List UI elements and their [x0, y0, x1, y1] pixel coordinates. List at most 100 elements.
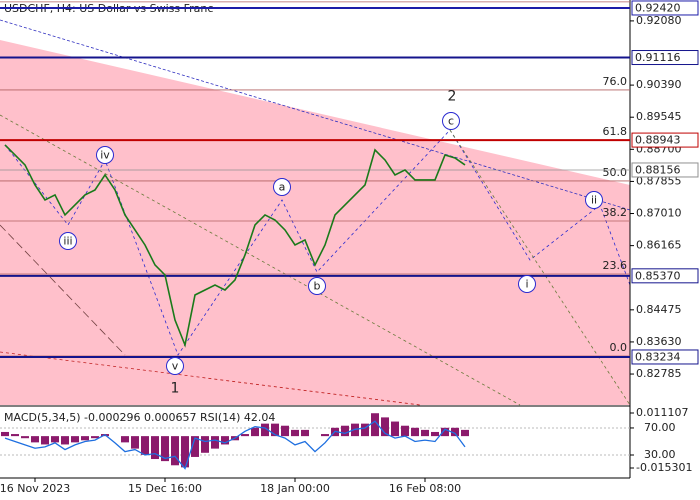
channel-area — [0, 40, 630, 405]
y-tick-label: 0.82785 — [636, 367, 682, 380]
y-tick-label: 0.90390 — [636, 78, 682, 91]
wave-circle — [59, 232, 77, 250]
fibo-label: 76.0 — [603, 75, 628, 88]
macd-bar — [421, 429, 429, 437]
fibo-label: 23.6 — [603, 259, 628, 272]
y-tick-label: 0.86165 — [636, 239, 682, 252]
wave-circle — [273, 178, 291, 196]
fibo-label: 38.2 — [603, 206, 628, 219]
macd-bar — [191, 436, 199, 457]
level-box — [631, 0, 699, 16]
macd-bar — [411, 427, 419, 437]
macd-bar — [31, 436, 39, 443]
level-label: 0.85370 — [635, 269, 681, 282]
level-box — [631, 349, 699, 365]
wave-label: 1 — [171, 381, 180, 397]
y-tick-label: 0.87855 — [636, 174, 682, 187]
macd-bar — [51, 436, 59, 443]
y-tick-label: 0.83630 — [636, 335, 682, 348]
fibo-label: 0.0 — [610, 341, 628, 354]
macd-bar — [11, 434, 19, 437]
macd-bar — [371, 413, 379, 437]
y-tick-label: 0.92080 — [636, 14, 682, 27]
wave-circle — [585, 191, 603, 209]
x-tick-label: 18 Jan 00:00 — [260, 482, 330, 495]
y2-tick-label: 70.00 — [644, 421, 676, 434]
macd-bar — [131, 436, 139, 449]
macd-bar — [461, 429, 469, 437]
macd-bar — [61, 436, 69, 445]
macd-bar — [201, 436, 209, 453]
macd-bar — [121, 436, 129, 443]
macd-bar — [211, 436, 219, 449]
macd-bar — [381, 417, 389, 437]
macd-bar — [361, 423, 369, 437]
macd-bar — [1, 431, 9, 437]
level-label: 0.88156 — [635, 163, 681, 176]
level-label: 0.92420 — [635, 1, 681, 14]
macd-bar — [271, 423, 279, 437]
macd-bar — [241, 434, 249, 437]
level-label: 0.91116 — [635, 51, 681, 64]
indicator-title: MACD(5,34,5) -0.000296 0.000657 RSI(14) … — [4, 411, 275, 424]
wave-label: c — [448, 115, 454, 128]
macd-bar — [431, 431, 439, 437]
x-tick-label: 15 Dec 16:00 — [128, 482, 202, 495]
macd-bar — [21, 436, 29, 439]
macd-bar — [451, 427, 459, 437]
level-box — [631, 268, 699, 284]
level-box — [631, 50, 699, 66]
wave-label: i — [525, 278, 528, 291]
y-tick-label: -0.015301 — [636, 461, 692, 474]
macd-bar — [291, 429, 299, 437]
y-tick-label: 0.011107 — [636, 406, 689, 419]
wave-label: ii — [591, 194, 597, 207]
level-label: 0.88943 — [635, 134, 681, 147]
macd-bar — [91, 436, 99, 439]
wave-label: 2 — [448, 89, 457, 105]
rsi-line — [4, 420, 466, 470]
wave-circle — [308, 277, 326, 295]
wave-circle — [518, 275, 536, 293]
x-tick-label: 16 Feb 08:00 — [389, 482, 461, 495]
level-box — [631, 132, 699, 148]
macd-bar — [41, 436, 49, 445]
macd-bar — [391, 421, 399, 437]
macd-bar — [441, 427, 449, 437]
wave-circle — [442, 112, 460, 130]
y-tick-label: 0.89545 — [636, 110, 682, 123]
level-label: 0.83234 — [635, 350, 681, 363]
macd-bar — [341, 425, 349, 437]
x-tick-label: 16 Nov 2023 — [0, 482, 70, 495]
macd-bar — [71, 436, 79, 443]
macd-bar — [151, 436, 159, 460]
macd-bar — [261, 423, 269, 437]
macd-bar — [161, 436, 169, 462]
fibo-label: 61.8 — [603, 125, 628, 138]
wave-circle — [166, 357, 184, 375]
macd-bar — [181, 436, 189, 468]
wave-circle — [96, 146, 114, 164]
wave-label: b — [314, 280, 321, 293]
y-tick-label: 0.84475 — [636, 303, 682, 316]
y-tick-label: 0.87010 — [636, 207, 682, 220]
macd-bar — [141, 436, 149, 455]
wave-label: iii — [63, 235, 72, 248]
macd-bar — [171, 436, 179, 466]
macd-bar — [81, 436, 89, 441]
macd-bar — [251, 427, 259, 437]
wave-label: iv — [100, 149, 110, 162]
macd-bar — [221, 436, 229, 445]
price-line — [4, 144, 466, 348]
macd-bar — [401, 425, 409, 437]
fibo-label: 50.0 — [603, 166, 628, 179]
macd-bar — [321, 434, 329, 437]
wave-label: v — [172, 360, 179, 373]
trend-lines — [0, 19, 631, 406]
y2-tick-label: 30.00 — [644, 448, 676, 461]
macd-bar — [281, 425, 289, 437]
level-box — [631, 162, 699, 178]
macd-bar — [301, 429, 309, 437]
wave-label: a — [279, 181, 286, 194]
